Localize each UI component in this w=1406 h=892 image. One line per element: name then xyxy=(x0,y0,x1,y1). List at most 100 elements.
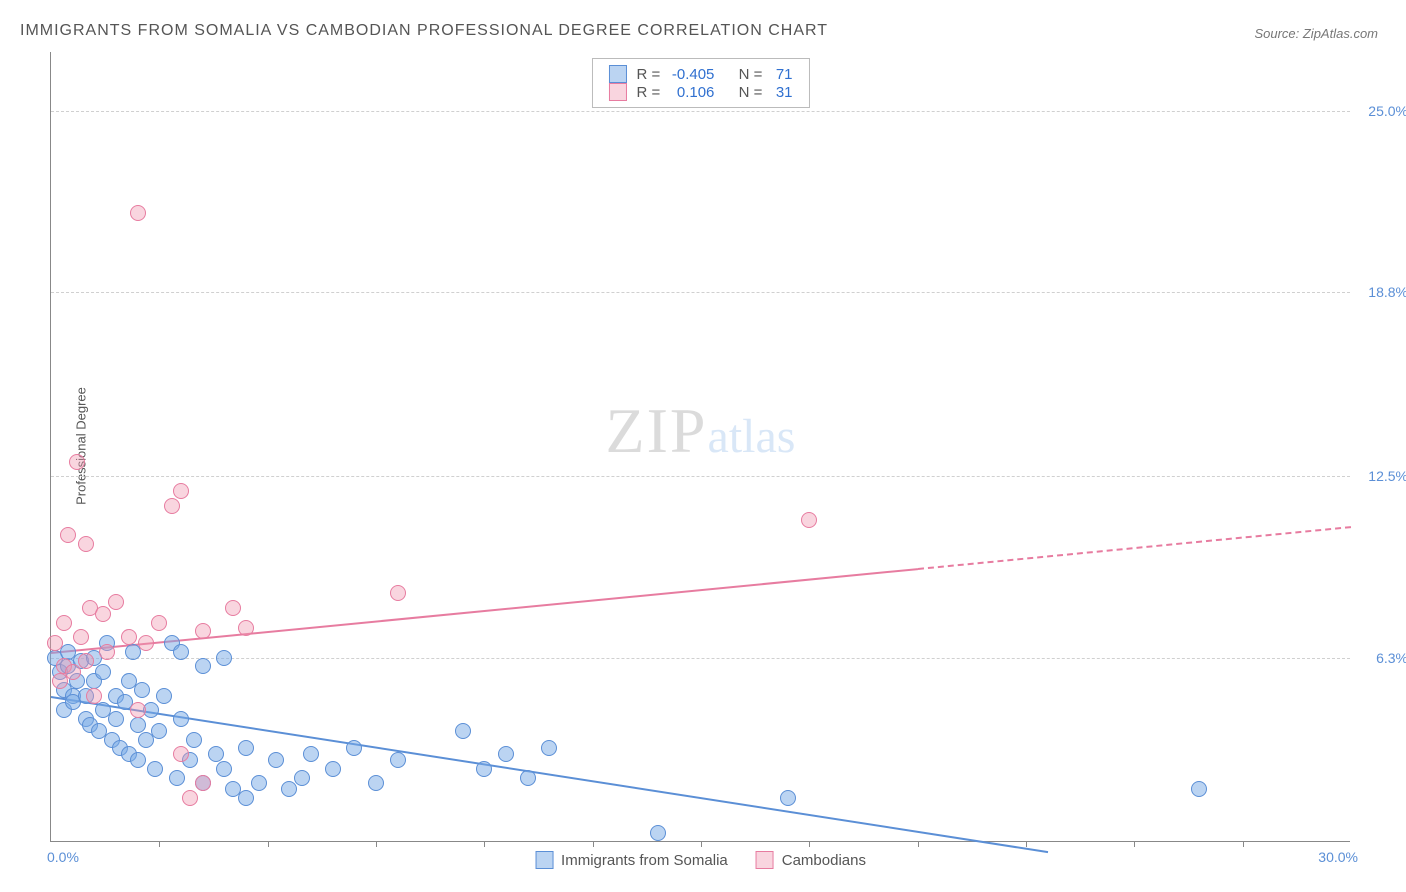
legend-swatch-b1 xyxy=(756,851,774,869)
scatter-point xyxy=(216,650,232,666)
legend-swatch-0 xyxy=(608,65,626,83)
scatter-point xyxy=(225,600,241,616)
y-tick-label: 25.0% xyxy=(1368,103,1406,119)
scatter-point xyxy=(238,790,254,806)
gridline xyxy=(51,658,1350,659)
scatter-point xyxy=(390,585,406,601)
scatter-point xyxy=(169,770,185,786)
n-value-0: 71 xyxy=(767,66,793,83)
legend-stats: R = -0.405 N = 71 R = 0.106 N = 31 xyxy=(591,58,809,108)
scatter-point xyxy=(780,790,796,806)
scatter-point xyxy=(182,790,198,806)
scatter-point xyxy=(294,770,310,786)
scatter-point xyxy=(173,711,189,727)
r-value-0: -0.405 xyxy=(664,66,714,83)
scatter-point xyxy=(138,635,154,651)
scatter-point xyxy=(173,644,189,660)
scatter-point xyxy=(186,732,202,748)
scatter-point xyxy=(130,717,146,733)
scatter-point xyxy=(56,615,72,631)
x-tick xyxy=(809,841,810,847)
legend-swatch-1 xyxy=(608,83,626,101)
scatter-point xyxy=(476,761,492,777)
x-tick xyxy=(1243,841,1244,847)
scatter-point xyxy=(65,664,81,680)
legend-series-item-1: Cambodians xyxy=(756,851,866,869)
scatter-point xyxy=(368,775,384,791)
scatter-point xyxy=(238,740,254,756)
n-label-0: N = xyxy=(739,66,763,83)
scatter-point xyxy=(325,761,341,777)
scatter-point xyxy=(95,664,111,680)
chart-container: IMMIGRANTS FROM SOMALIA VS CAMBODIAN PRO… xyxy=(0,0,1406,892)
source-label: Source: ZipAtlas.com xyxy=(1254,26,1378,41)
scatter-point xyxy=(151,615,167,631)
scatter-point xyxy=(1191,781,1207,797)
x-tick xyxy=(268,841,269,847)
scatter-point xyxy=(164,498,180,514)
gridline xyxy=(51,292,1350,293)
x-tick xyxy=(159,841,160,847)
legend-stats-row-1: R = 0.106 N = 31 xyxy=(608,83,792,101)
scatter-point xyxy=(173,746,189,762)
scatter-point xyxy=(281,781,297,797)
legend-swatch-b0 xyxy=(535,851,553,869)
scatter-point xyxy=(216,761,232,777)
scatter-point xyxy=(238,620,254,636)
scatter-point xyxy=(78,536,94,552)
scatter-point xyxy=(86,688,102,704)
trend-line-1 xyxy=(51,568,918,654)
y-tick-label: 12.5% xyxy=(1368,468,1406,484)
scatter-point xyxy=(60,527,76,543)
scatter-point xyxy=(73,629,89,645)
n-label-1: N = xyxy=(739,84,763,101)
x-tick xyxy=(484,841,485,847)
x-tick-start: 0.0% xyxy=(47,849,79,865)
legend-series-item-0: Immigrants from Somalia xyxy=(535,851,728,869)
scatter-point xyxy=(134,682,150,698)
y-tick-label: 18.8% xyxy=(1368,284,1406,300)
scatter-point xyxy=(130,205,146,221)
plot-area: ZIPatlas R = -0.405 N = 71 R = 0.106 N =… xyxy=(50,52,1350,842)
scatter-point xyxy=(130,702,146,718)
n-value-1: 31 xyxy=(767,84,793,101)
gridline xyxy=(51,111,1350,112)
trend-line-0 xyxy=(51,696,1048,853)
x-tick xyxy=(1134,841,1135,847)
scatter-point xyxy=(47,635,63,651)
scatter-point xyxy=(173,483,189,499)
scatter-point xyxy=(195,658,211,674)
scatter-point xyxy=(195,623,211,639)
x-tick xyxy=(1026,841,1027,847)
scatter-point xyxy=(268,752,284,768)
scatter-point xyxy=(108,594,124,610)
scatter-point xyxy=(108,711,124,727)
scatter-point xyxy=(520,770,536,786)
scatter-point xyxy=(151,723,167,739)
x-tick xyxy=(701,841,702,847)
scatter-point xyxy=(147,761,163,777)
scatter-point xyxy=(346,740,362,756)
trend-line-dashed-1 xyxy=(918,526,1352,570)
scatter-point xyxy=(78,653,94,669)
scatter-point xyxy=(156,688,172,704)
gridline xyxy=(51,476,1350,477)
r-label-0: R = xyxy=(636,66,660,83)
scatter-point xyxy=(650,825,666,841)
scatter-point xyxy=(130,752,146,768)
x-tick xyxy=(376,841,377,847)
r-value-1: 0.106 xyxy=(664,84,714,101)
y-tick-label: 6.3% xyxy=(1376,650,1406,666)
scatter-point xyxy=(251,775,267,791)
x-tick-end: 30.0% xyxy=(1318,849,1358,865)
x-tick xyxy=(593,841,594,847)
watermark: ZIPatlas xyxy=(606,394,796,468)
legend-stats-row-0: R = -0.405 N = 71 xyxy=(608,65,792,83)
scatter-point xyxy=(390,752,406,768)
scatter-point xyxy=(541,740,557,756)
scatter-point xyxy=(455,723,471,739)
x-tick xyxy=(918,841,919,847)
watermark-atlas: atlas xyxy=(708,410,796,463)
scatter-point xyxy=(69,454,85,470)
chart-title: IMMIGRANTS FROM SOMALIA VS CAMBODIAN PRO… xyxy=(20,22,828,40)
